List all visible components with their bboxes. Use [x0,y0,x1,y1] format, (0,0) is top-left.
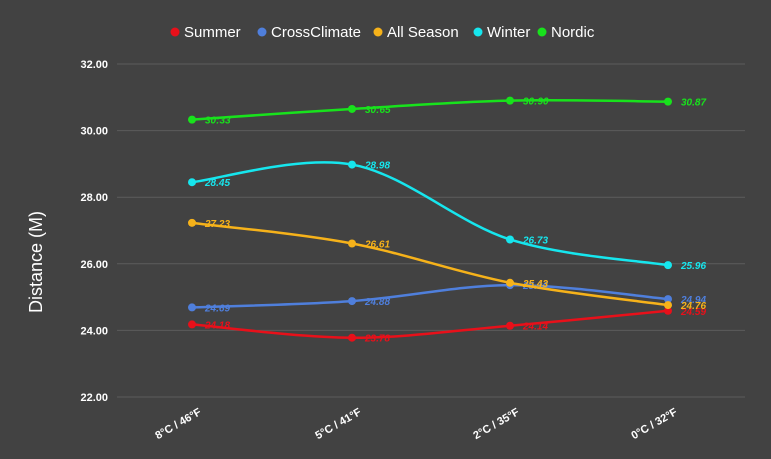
y-tick-label: 30.00 [80,126,108,138]
data-label: 24.69 [204,303,230,314]
data-point [664,295,672,304]
data-point [664,97,672,106]
data-point [348,333,356,342]
x-tick-label: 5°C / 41°F [313,406,363,442]
y-tick-label: 28.00 [80,192,108,204]
data-label: 27.23 [204,219,230,230]
data-label: 30:65 [365,105,391,116]
data-point [506,96,514,105]
data-label: 25.96 [680,261,706,272]
data-label: 23.78 [364,334,390,345]
series-nordic: 30:33 30:65 30:90 30.87 [188,96,706,127]
legend-marker [537,27,547,37]
data-label: 24.94 [680,295,706,306]
data-label: 24.14 [522,322,548,333]
data-label: 25.43 [522,279,548,290]
data-label: 26.61 [364,239,390,250]
data-point [188,178,196,187]
gridlines [117,63,745,398]
data-label: 28.45 [204,178,230,189]
data-label: 30:33 [205,116,231,127]
legend-label: Summer [184,24,241,41]
x-tick-label: 0°C / 32°F [629,406,679,442]
data-label: 24.59 [680,307,706,318]
legend-label: All Season [387,24,459,41]
data-point [348,160,356,169]
data-label: 28.98 [364,161,390,172]
series-summer: 24.18 23.78 24.14 24.59 [188,306,706,345]
data-label: 24.88 [364,297,390,308]
data-label: 24.18 [204,320,230,331]
legend-label: Nordic [551,24,595,41]
series-winter: 28.45 28.98 26.73 25.96 [188,160,706,272]
data-point [506,235,514,244]
y-tick-label: 24.00 [80,325,108,337]
data-point [506,321,514,330]
data-point [664,306,672,315]
x-tick-label: 2°C / 35°F [471,406,521,442]
series-line [191,283,669,309]
series-all-season: 27.23 26.61 25.43 24.76 [188,218,706,312]
series-line [191,161,669,267]
data-point [188,218,196,227]
x-axis-ticks: 8°C / 46°F 5°C / 41°F 2°C / 35°F 0°C / 32°F [153,406,679,442]
legend-label: CrossClimate [271,24,361,41]
data-point [188,303,196,312]
data-label: 30.87 [681,98,706,109]
y-tick-label: 26.00 [80,259,108,271]
series-group: 24.1823.7824.1424.5924.6924.8825.3624.94… [188,96,706,345]
series-line [191,221,669,307]
data-point [506,278,514,287]
series-line [191,309,669,339]
legend-label: Winter [487,24,530,41]
data-label: 26.73 [522,235,548,246]
data-point [664,261,672,270]
series-line [191,98,669,121]
data-point [664,301,672,310]
data-point [348,104,356,113]
data-point [348,239,356,248]
y-tick-label: 32.00 [80,59,108,71]
legend-marker [473,27,483,37]
legend: Summer CrossClimate All Season Winter Nordic [170,24,595,41]
data-point [348,297,356,306]
legend-marker [373,27,383,37]
legend-marker [170,27,180,37]
x-tick-label: 8°C / 46°F [153,406,203,442]
y-axis-label: Distance (M) [26,211,46,313]
data-label: 30:90 [523,97,549,108]
y-tick-label: 22.00 [80,392,108,404]
y-axis-ticks: 22.00 24.00 26.00 28.00 30.00 32.00 [80,59,108,404]
legend-marker [257,27,267,37]
data-point [188,115,196,124]
data-label: 24.76 [680,301,706,312]
data-point [188,320,196,329]
